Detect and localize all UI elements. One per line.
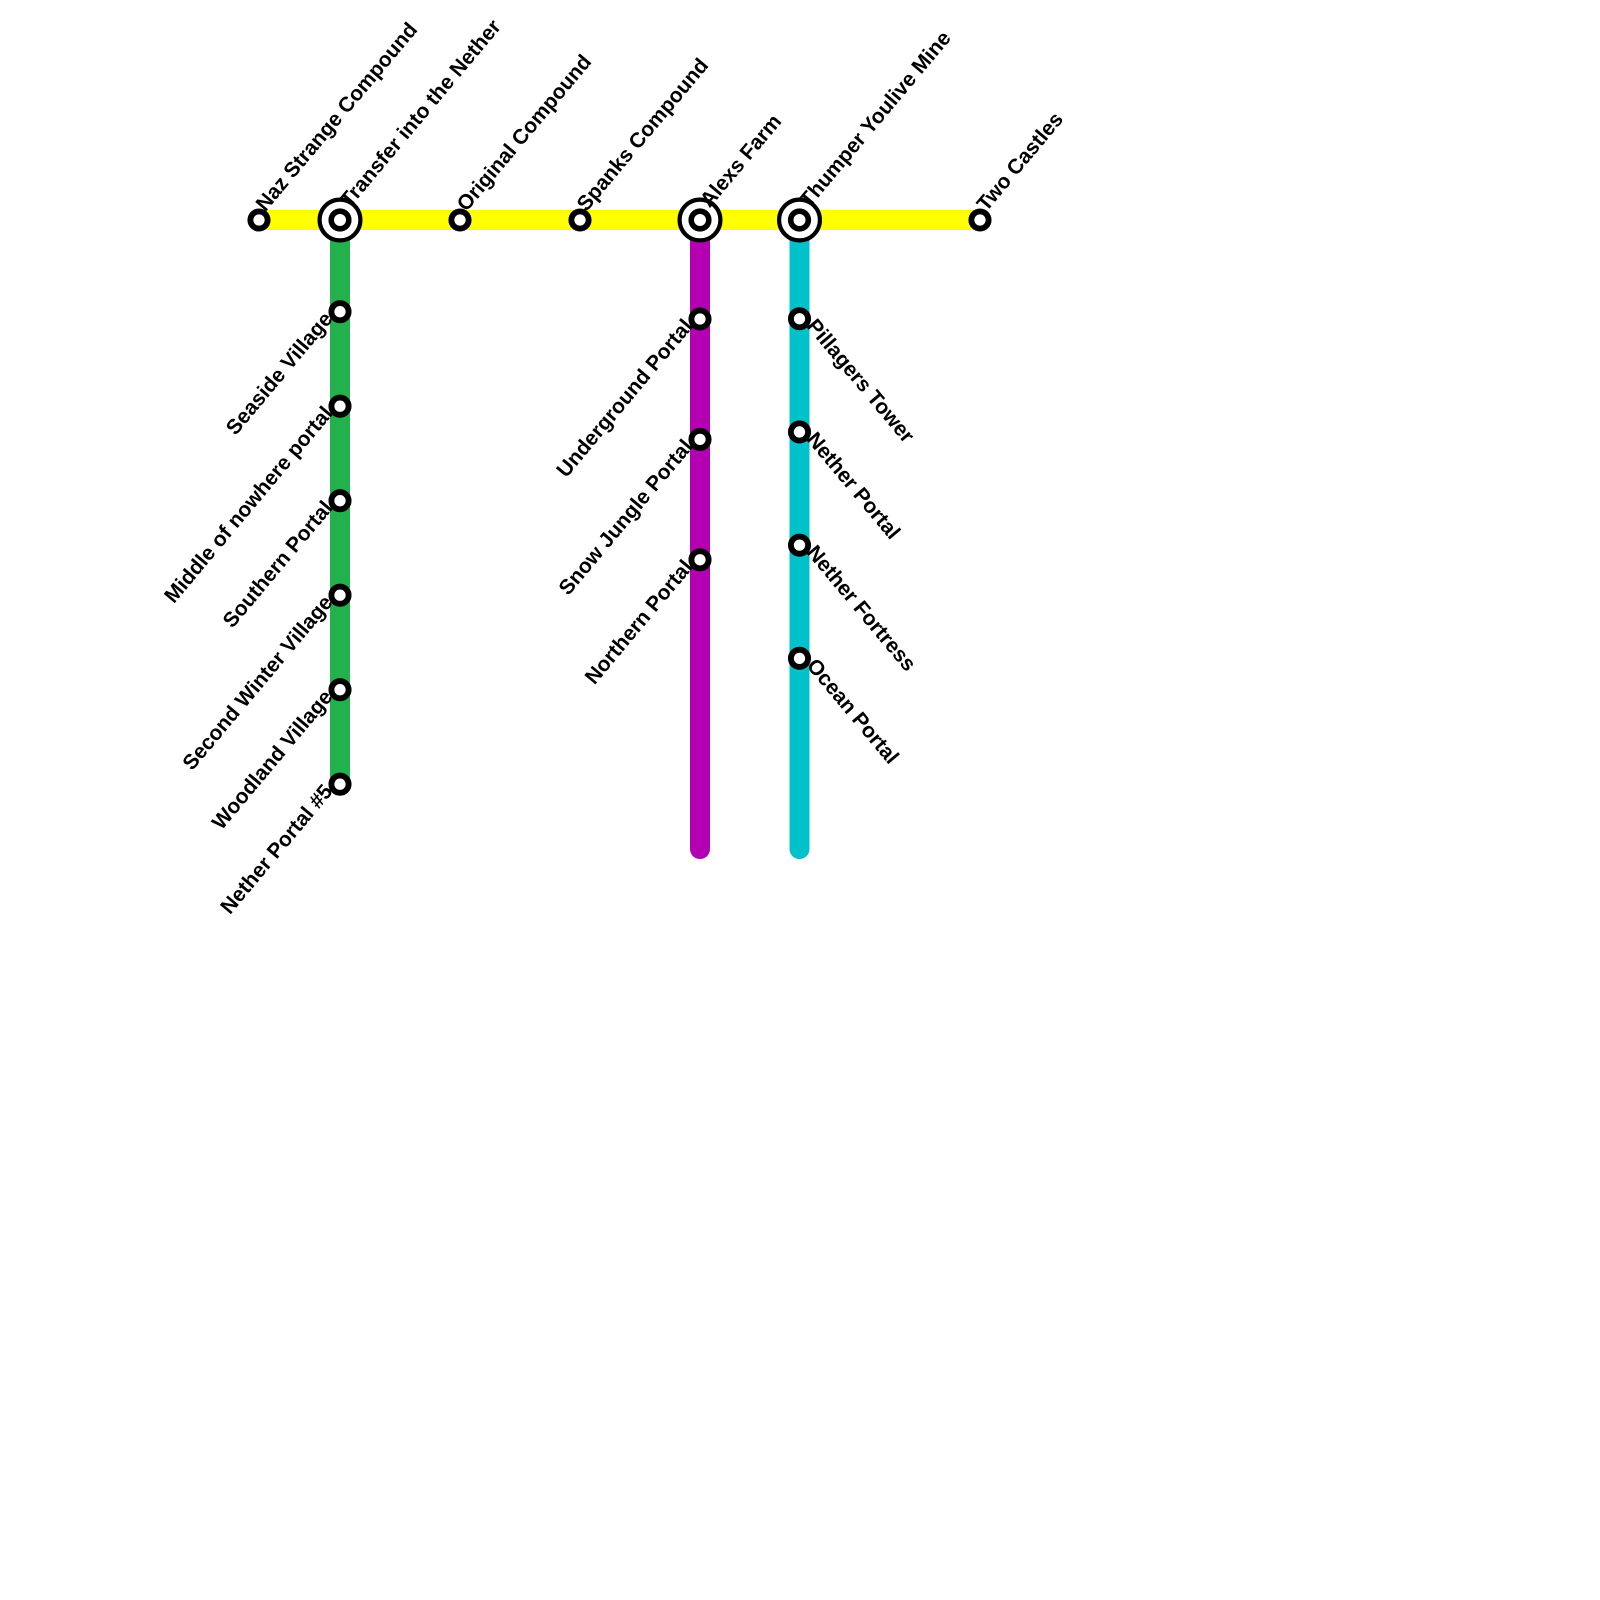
svg-text:Nether Portal: Nether Portal xyxy=(802,428,904,544)
svg-text:Naz Strange Compound: Naz Strange Compound xyxy=(252,18,423,215)
svg-text:Alexs Farm: Alexs Farm xyxy=(696,110,786,212)
svg-text:Two Castles: Two Castles xyxy=(973,108,1068,215)
svg-text:Original Compound: Original Compound xyxy=(453,51,597,216)
svg-text:Middle of nowhere portal: Middle of nowhere portal xyxy=(160,402,337,607)
svg-text:Spanks Compound: Spanks Compound xyxy=(573,54,714,215)
svg-text:Second Winter Village: Second Winter Village xyxy=(178,591,337,774)
svg-text:Northern Portal: Northern Portal xyxy=(581,556,698,689)
svg-text:Ocean Portal: Ocean Portal xyxy=(802,654,903,768)
svg-text:Thumper Youlive Mine: Thumper Youlive Mine xyxy=(795,27,955,212)
